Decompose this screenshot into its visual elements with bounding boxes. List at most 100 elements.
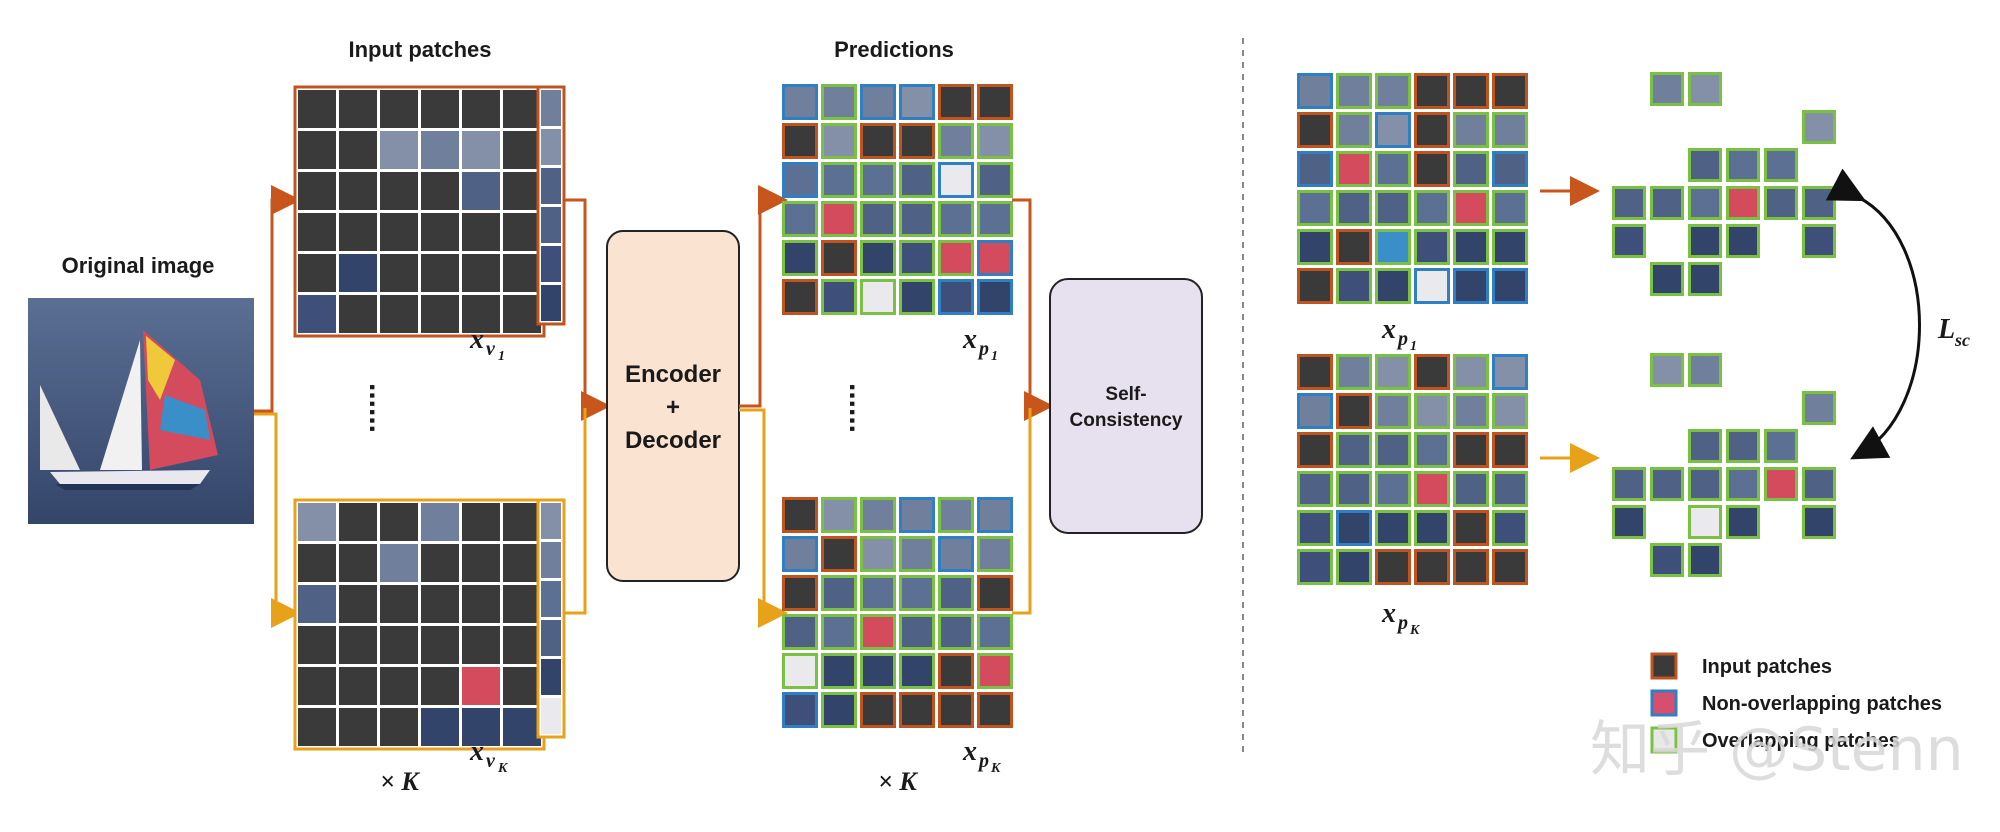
input-patch bbox=[339, 626, 377, 664]
prediction-patch bbox=[899, 614, 935, 650]
overlap-patch bbox=[1688, 505, 1722, 539]
overlap-pattern-bottom bbox=[1612, 353, 1836, 577]
self-label: Self- bbox=[1105, 384, 1146, 405]
prediction-patch bbox=[860, 692, 896, 728]
input-patch bbox=[421, 131, 459, 169]
prediction-patch bbox=[860, 240, 896, 276]
prediction-patch bbox=[938, 536, 974, 572]
overlap-patch bbox=[1764, 467, 1798, 501]
input-patch bbox=[380, 503, 418, 541]
overlap-patch bbox=[1612, 467, 1646, 501]
prediction-patch bbox=[977, 497, 1013, 533]
overlap-patch bbox=[1688, 224, 1722, 258]
input-patch bbox=[298, 503, 336, 541]
input-patch bbox=[298, 213, 336, 251]
input-patches-title: Input patches bbox=[348, 37, 491, 62]
prediction-patch bbox=[1414, 229, 1450, 265]
prediction-patch bbox=[977, 575, 1013, 611]
input-patch bbox=[421, 503, 459, 541]
right-grid-pk bbox=[1297, 354, 1528, 585]
input-patch bbox=[462, 585, 500, 623]
input-patch bbox=[462, 708, 500, 746]
input-patch bbox=[421, 626, 459, 664]
overlap-patch bbox=[1612, 505, 1646, 539]
input-patch bbox=[380, 90, 418, 128]
input-patch bbox=[462, 626, 500, 664]
prediction-patch bbox=[821, 536, 857, 572]
input-patch bbox=[503, 667, 541, 705]
input-patch bbox=[298, 585, 336, 623]
overlap-patch bbox=[1688, 467, 1722, 501]
flow-arrow-to-v1 bbox=[254, 185, 301, 413]
input-patch bbox=[503, 626, 541, 664]
strip-patch bbox=[541, 542, 561, 578]
prediction-patch bbox=[821, 575, 857, 611]
prediction-patch bbox=[1492, 510, 1528, 546]
prediction-patch bbox=[860, 201, 896, 237]
input-patch bbox=[462, 172, 500, 210]
input-grid-v1 bbox=[293, 85, 546, 338]
input-patch bbox=[503, 213, 541, 251]
overlap-patch bbox=[1764, 148, 1798, 182]
legend-label: Overlapping patches bbox=[1702, 730, 1900, 752]
input-patch bbox=[503, 131, 541, 169]
prediction-patch bbox=[1297, 229, 1333, 265]
strip-patch bbox=[541, 207, 561, 243]
prediction-patch bbox=[1453, 190, 1489, 226]
overlap-patch bbox=[1802, 467, 1836, 501]
input-patch bbox=[298, 172, 336, 210]
prediction-patch bbox=[821, 497, 857, 533]
prediction-patch bbox=[1492, 73, 1528, 109]
prediction-patch bbox=[1297, 510, 1333, 546]
prediction-patch bbox=[899, 240, 935, 276]
prediction-patch bbox=[938, 692, 974, 728]
input-patch bbox=[298, 544, 336, 582]
prediction-patch bbox=[782, 123, 818, 159]
prediction-patch bbox=[860, 279, 896, 315]
overlap-patch bbox=[1650, 353, 1684, 387]
prediction-patch bbox=[1336, 151, 1372, 187]
prediction-patch bbox=[938, 614, 974, 650]
svg-text:v: v bbox=[486, 750, 496, 772]
strip-patch bbox=[541, 659, 561, 695]
prediction-patch bbox=[938, 653, 974, 689]
prediction-patch bbox=[782, 162, 818, 198]
strip-patch bbox=[541, 285, 561, 321]
input-patch bbox=[462, 254, 500, 292]
overlap-patch bbox=[1802, 391, 1836, 425]
prediction-patch bbox=[977, 240, 1013, 276]
prediction-patch bbox=[899, 123, 935, 159]
overlap-patch bbox=[1650, 72, 1684, 106]
prediction-patch bbox=[1375, 190, 1411, 226]
prediction-grid-p1 bbox=[782, 84, 1013, 315]
overlap-patch bbox=[1764, 429, 1798, 463]
overlap-patch bbox=[1726, 224, 1760, 258]
decoder-label: Decoder bbox=[625, 427, 721, 454]
flow-arrow-to-p1 bbox=[739, 185, 788, 408]
prediction-patch bbox=[782, 84, 818, 120]
prediction-patch bbox=[1492, 471, 1528, 507]
input-patch bbox=[380, 667, 418, 705]
input-patch bbox=[339, 544, 377, 582]
svg-text:x: x bbox=[962, 736, 977, 767]
svg-text:p: p bbox=[977, 338, 989, 360]
prediction-patch bbox=[899, 653, 935, 689]
input-patch bbox=[421, 585, 459, 623]
prediction-patch bbox=[1297, 471, 1333, 507]
strip-patch bbox=[541, 620, 561, 656]
prediction-grid-pk bbox=[782, 497, 1013, 728]
label-x-p1: x p 1 bbox=[962, 324, 998, 364]
strip-patch bbox=[541, 503, 561, 539]
legend-swatch bbox=[1650, 689, 1678, 717]
encoder-label: Encoder bbox=[625, 361, 721, 388]
prediction-patch bbox=[1297, 151, 1333, 187]
prediction-patch bbox=[1336, 229, 1372, 265]
overlap-pattern-top bbox=[1612, 72, 1836, 296]
overlap-patch bbox=[1802, 110, 1836, 144]
prediction-patch bbox=[1375, 112, 1411, 148]
input-patch bbox=[380, 213, 418, 251]
input-patch bbox=[380, 626, 418, 664]
input-patch bbox=[298, 254, 336, 292]
svg-text:x: x bbox=[1381, 314, 1396, 345]
